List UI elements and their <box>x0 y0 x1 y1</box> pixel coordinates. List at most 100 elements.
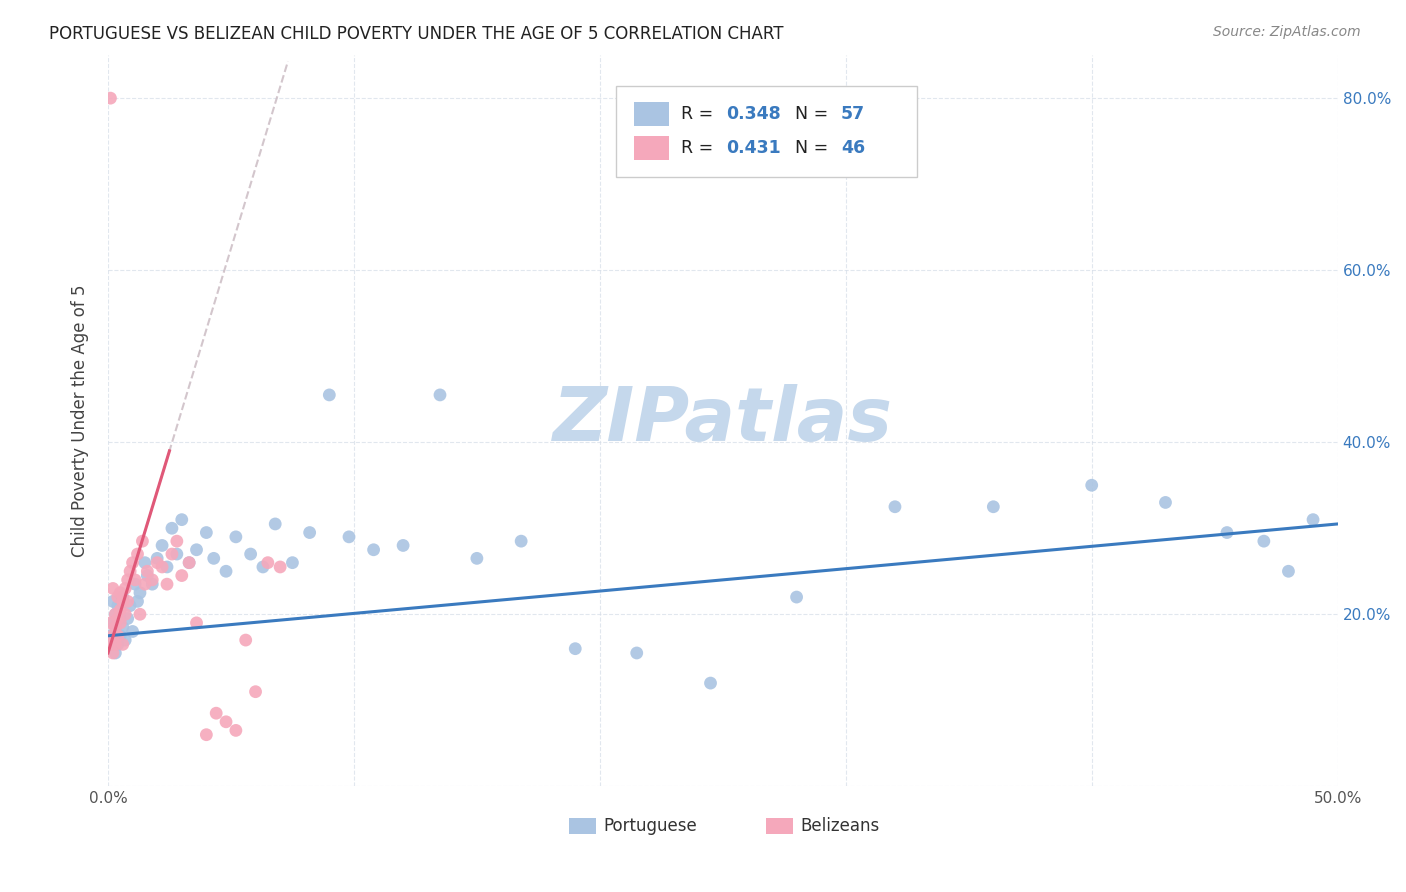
Point <box>111 637 134 651</box>
Point <box>156 560 179 574</box>
Point <box>121 556 143 570</box>
Point <box>134 556 156 570</box>
Point <box>107 637 129 651</box>
Point <box>117 611 139 625</box>
Point <box>110 629 132 643</box>
Text: R =: R = <box>681 139 718 157</box>
Bar <box>569 818 596 834</box>
Point <box>564 641 586 656</box>
Point <box>1277 564 1299 578</box>
Point <box>337 530 360 544</box>
Point <box>215 714 238 729</box>
Point <box>235 633 257 648</box>
Text: ZIPatlas: ZIPatlas <box>553 384 893 458</box>
Point <box>179 556 201 570</box>
Point <box>160 547 183 561</box>
Point <box>117 573 139 587</box>
Point <box>257 556 280 570</box>
Point <box>111 620 134 634</box>
Point <box>281 556 304 570</box>
Point <box>107 590 129 604</box>
Point <box>252 560 274 574</box>
Point <box>150 560 173 574</box>
Point <box>298 525 321 540</box>
Point <box>114 633 136 648</box>
Point <box>101 594 124 608</box>
Point <box>117 594 139 608</box>
Point <box>215 564 238 578</box>
Point <box>111 594 134 608</box>
Point <box>136 568 159 582</box>
Point <box>318 388 340 402</box>
Point <box>141 577 163 591</box>
Point <box>179 556 201 570</box>
Point <box>100 629 122 643</box>
Text: 0.348: 0.348 <box>727 104 782 122</box>
Point <box>626 646 648 660</box>
Point <box>1302 513 1324 527</box>
Point <box>120 599 142 613</box>
Point <box>239 547 262 561</box>
Point <box>110 603 132 617</box>
Point <box>186 615 208 630</box>
Text: PORTUGUESE VS BELIZEAN CHILD POVERTY UNDER THE AGE OF 5 CORRELATION CHART: PORTUGUESE VS BELIZEAN CHILD POVERTY UND… <box>49 25 783 43</box>
Point <box>104 620 127 634</box>
Point <box>114 582 136 596</box>
Point <box>146 551 169 566</box>
Point <box>202 551 225 566</box>
Point <box>110 586 132 600</box>
Point <box>264 516 287 531</box>
Text: 57: 57 <box>841 104 865 122</box>
Text: 46: 46 <box>841 139 865 157</box>
Point <box>100 637 122 651</box>
Point <box>166 534 188 549</box>
Point <box>107 599 129 613</box>
Point <box>114 607 136 622</box>
Point <box>134 577 156 591</box>
Point <box>104 646 127 660</box>
FancyBboxPatch shape <box>616 86 917 178</box>
Point <box>101 582 124 596</box>
Point <box>104 607 127 622</box>
Point <box>156 577 179 591</box>
Text: R =: R = <box>681 104 718 122</box>
Point <box>160 521 183 535</box>
Point <box>136 564 159 578</box>
Point <box>121 624 143 639</box>
Point <box>786 590 808 604</box>
Text: N =: N = <box>785 139 834 157</box>
Text: Source: ZipAtlas.com: Source: ZipAtlas.com <box>1213 25 1361 39</box>
Point <box>104 637 127 651</box>
Point <box>111 590 134 604</box>
Point <box>110 611 132 625</box>
Point <box>146 556 169 570</box>
Bar <box>766 818 793 834</box>
Point <box>127 547 149 561</box>
Point <box>141 573 163 587</box>
Point <box>699 676 721 690</box>
Point <box>195 728 218 742</box>
Point <box>131 534 153 549</box>
Text: Belizeans: Belizeans <box>800 817 880 835</box>
Point <box>363 542 385 557</box>
Point <box>127 594 149 608</box>
Text: Portuguese: Portuguese <box>603 817 697 835</box>
Point <box>510 534 533 549</box>
Point <box>170 568 193 582</box>
Bar <box>634 102 669 126</box>
Point <box>186 542 208 557</box>
Point <box>107 611 129 625</box>
Point <box>269 560 291 574</box>
Text: N =: N = <box>785 104 834 122</box>
Point <box>129 607 152 622</box>
Point <box>465 551 488 566</box>
Y-axis label: Child Poverty Under the Age of 5: Child Poverty Under the Age of 5 <box>72 285 89 557</box>
Point <box>104 607 127 622</box>
Point <box>981 500 1004 514</box>
Point <box>101 646 124 660</box>
Point <box>129 586 152 600</box>
Point <box>110 615 132 630</box>
Point <box>225 530 247 544</box>
Bar <box>634 136 669 161</box>
Point <box>1216 525 1239 540</box>
